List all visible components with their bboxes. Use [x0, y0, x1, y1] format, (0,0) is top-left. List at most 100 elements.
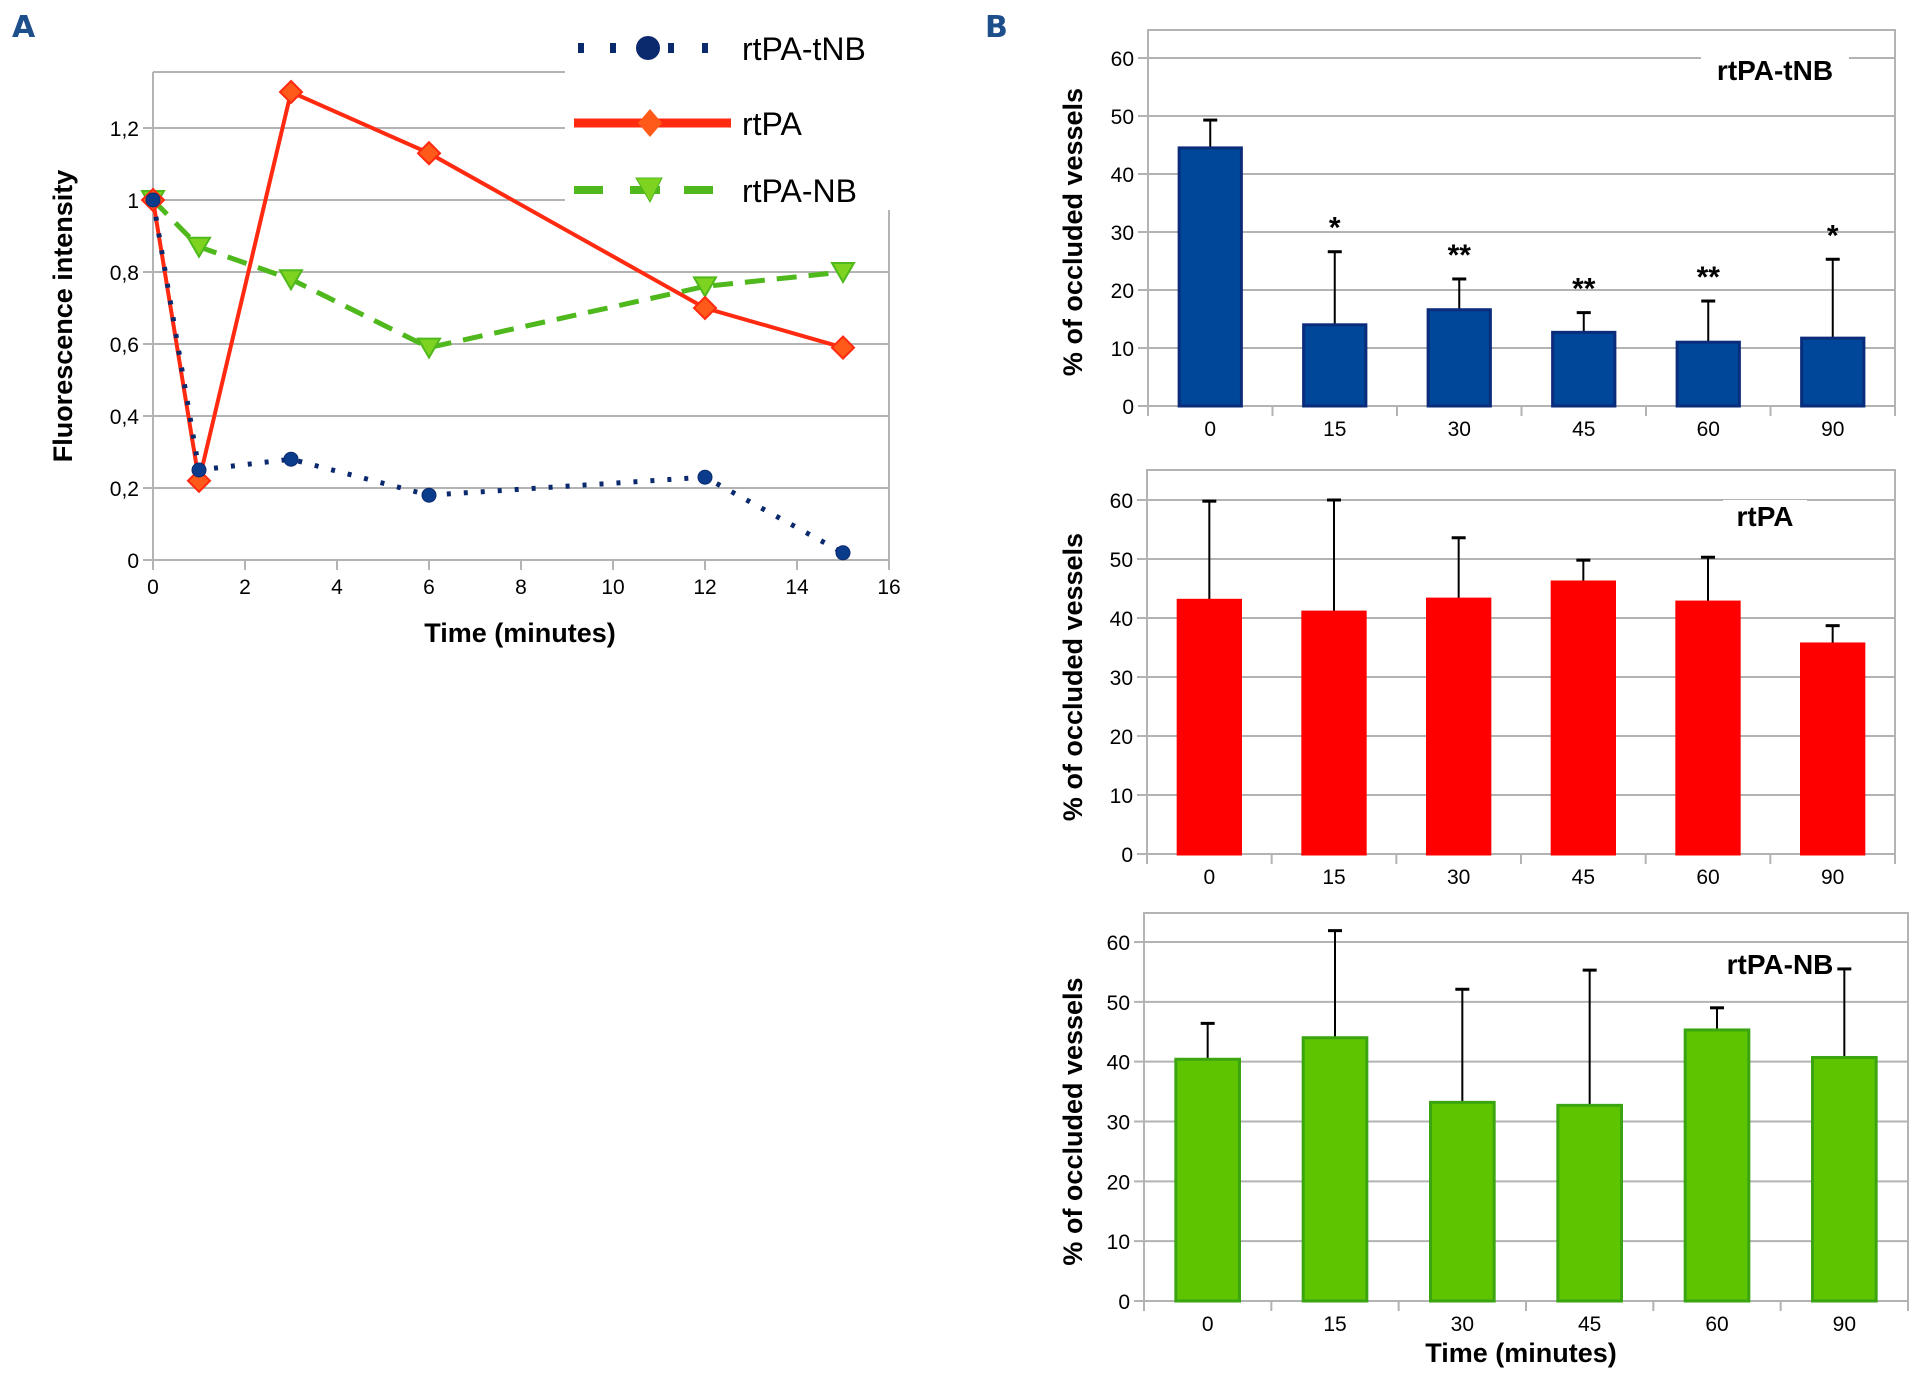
y-tick-label: 0: [1118, 1291, 1130, 1314]
x-tick-label: 15: [1322, 866, 1345, 889]
data-point-marker: [145, 192, 161, 208]
y-tick-label: 30: [1110, 667, 1133, 690]
line-chart-a: 0 0,2 0,4 0,6 0,8 1 1,2 0 2 4 6 8 10 12 14 16 Time (minu…: [48, 10, 901, 648]
data-point-marker: [278, 269, 304, 292]
panel-label-a: A: [12, 10, 36, 45]
significance-marker: *: [1827, 219, 1839, 252]
data-point-marker: [692, 295, 718, 321]
x-tick-label: 6: [423, 576, 435, 599]
bar-group: **: [1675, 261, 1741, 408]
x-tick-label: 30: [1448, 418, 1471, 441]
bar: [1800, 642, 1866, 856]
legend-diamond-marker: [638, 109, 662, 137]
y-tick-label: 30: [1111, 222, 1134, 245]
chart-title-background: [1701, 54, 1849, 90]
data-point-marker: [416, 140, 442, 166]
bar-group: [1174, 1021, 1242, 1303]
legend-label: rtPA-tNB: [742, 31, 866, 67]
bar-group: [1675, 555, 1741, 856]
bar: [1426, 597, 1492, 856]
bar: [1174, 1057, 1242, 1303]
y-tick-label: 20: [1111, 280, 1134, 303]
bar-group: [1177, 118, 1243, 408]
chart-title: rtPA: [1736, 501, 1793, 532]
data-point-marker: [830, 335, 856, 361]
data-point-marker: [697, 469, 713, 485]
bar-group: [1176, 499, 1242, 856]
y-tick-label: 1: [127, 190, 139, 213]
data-point-marker: [416, 337, 442, 360]
x-tick-label: 16: [877, 576, 900, 599]
bar-group: [1550, 558, 1616, 856]
data-point-marker: [191, 462, 207, 478]
legend-label: rtPA-NB: [742, 173, 857, 209]
data-point-marker: [186, 236, 212, 259]
x-tick-label: 15: [1323, 418, 1346, 441]
x-tick-label: 60: [1696, 866, 1719, 889]
x-tick-label: 2: [239, 576, 251, 599]
x-tick-label: 0: [1203, 866, 1215, 889]
y-axis-title: % of occluded vessels: [1058, 88, 1088, 376]
x-tick-label: 90: [1833, 1313, 1856, 1336]
y-tick-label: 60: [1110, 490, 1133, 513]
y-axis-title: % of occluded vessels: [1058, 977, 1088, 1265]
bar-chart-rtPA-NB: 0 10 20 30 40 50 60 0 15 30 45 60 90 rtPA-NB % of occl…: [1058, 912, 1909, 1368]
series-line: [151, 89, 844, 482]
bar: [1556, 1103, 1624, 1303]
x-tick-label: 45: [1572, 866, 1595, 889]
x-axis-title: Time (minutes): [1425, 1338, 1617, 1368]
panel-label-b: B: [985, 10, 1008, 45]
bar-group: [1301, 929, 1369, 1303]
bar-group: [1683, 1006, 1751, 1303]
data-point-marker: [835, 545, 851, 561]
series-rtPA: [140, 79, 856, 494]
bar: [1800, 336, 1866, 408]
y-tick-label: 50: [1110, 549, 1133, 572]
legend-triangle-marker: [635, 177, 663, 204]
chart-title-background: [1723, 500, 1807, 536]
bar-group: [1811, 967, 1878, 1303]
chart-title: rtPA-tNB: [1717, 55, 1833, 86]
legend-circle-marker: [636, 36, 660, 60]
bar: [1426, 308, 1492, 408]
bar-group: [1301, 498, 1367, 856]
significance-marker: *: [1329, 212, 1341, 245]
data-point-marker: [278, 79, 304, 105]
bar-group: *: [1800, 219, 1866, 408]
bar: [1550, 580, 1616, 856]
y-tick-label: 40: [1110, 608, 1133, 631]
chart-title: rtPA-NB: [1727, 949, 1834, 980]
y-tick-label: 1,2: [110, 118, 139, 141]
bar: [1811, 1055, 1878, 1303]
y-tick-label: 60: [1111, 48, 1134, 71]
significance-marker: **: [1697, 261, 1721, 294]
legend-item: rtPA-NB: [574, 173, 857, 209]
bar-group: **: [1551, 273, 1617, 408]
y-tick-label: 30: [1107, 1112, 1130, 1135]
bar: [1429, 1100, 1496, 1303]
x-tick-label: 30: [1451, 1313, 1474, 1336]
significance-marker: **: [1448, 239, 1472, 272]
bar: [1302, 323, 1368, 408]
legend-label: rtPA: [742, 106, 803, 142]
y-tick-label: 0: [1121, 844, 1133, 867]
y-tick-label: 0: [1122, 396, 1134, 419]
x-tick-label: 45: [1572, 418, 1595, 441]
bar-group: [1556, 968, 1624, 1303]
legend-box: [565, 10, 890, 210]
legend-line-segment: [702, 43, 708, 53]
y-tick-label: 0,2: [110, 478, 139, 501]
y-tick-label: 40: [1111, 164, 1134, 187]
x-tick-label: 0: [147, 576, 159, 599]
y-tick-label: 0,6: [110, 334, 139, 357]
y-tick-label: 50: [1107, 992, 1130, 1015]
legend-line-segment: [610, 43, 616, 53]
bar: [1675, 340, 1741, 408]
x-tick-label: 8: [515, 576, 527, 599]
x-tick-label: 45: [1578, 1313, 1601, 1336]
bar: [1301, 1036, 1369, 1303]
series-line: [150, 199, 845, 555]
significance-marker: **: [1572, 273, 1596, 306]
